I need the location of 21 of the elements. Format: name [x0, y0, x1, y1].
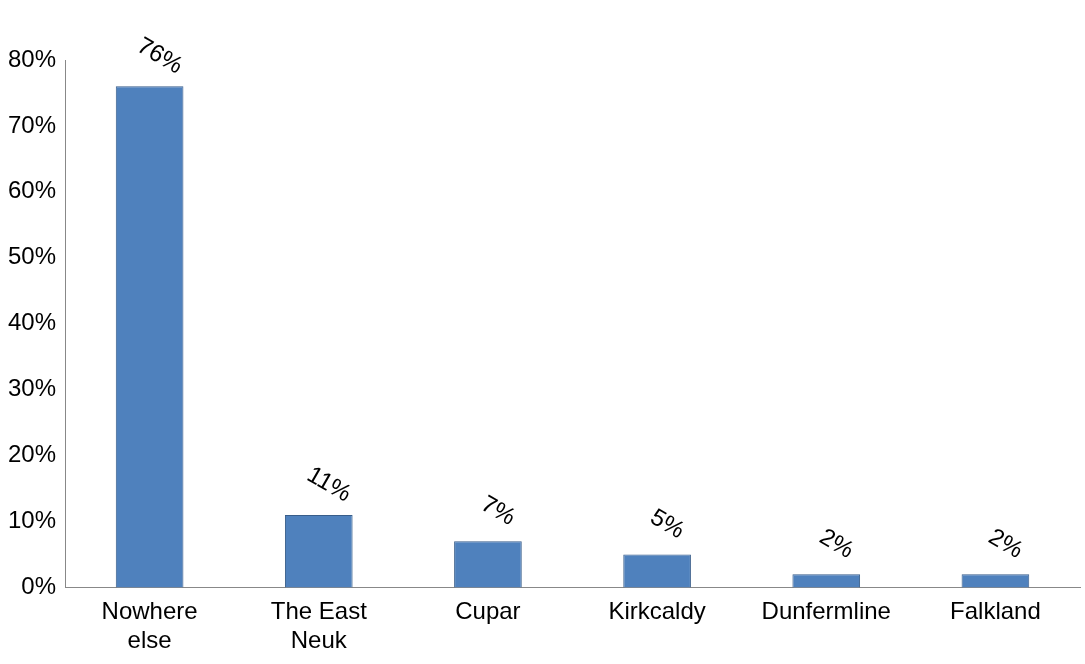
data-label: 11% [302, 460, 357, 507]
y-tick-label: 60% [7, 176, 57, 204]
data-label: 2% [815, 522, 859, 563]
y-tick-label: 20% [7, 440, 57, 468]
data-label: 2% [984, 522, 1029, 563]
x-tick-label: Cupar [455, 597, 521, 625]
data-label: 7% [477, 489, 521, 530]
data-label: 5% [646, 502, 690, 544]
y-tick-label: 40% [7, 308, 57, 336]
y-tick-label: 30% [7, 374, 57, 402]
x-tick-label: The East Neuk [270, 597, 368, 654]
x-tick-label: Falkland [950, 597, 1041, 625]
y-tick-label: 70% [7, 110, 57, 138]
y-tick-label: 10% [7, 506, 57, 534]
y-tick-label: 0% [21, 572, 57, 600]
x-tick-label: Dunfermline [761, 597, 891, 625]
y-tick-label: 80% [7, 44, 57, 72]
x-tick-label: Kirkcaldy [608, 597, 706, 625]
data-label: 76% [133, 31, 189, 79]
y-tick-label: 50% [7, 242, 57, 270]
x-tick-label: Nowhere else [101, 597, 198, 654]
